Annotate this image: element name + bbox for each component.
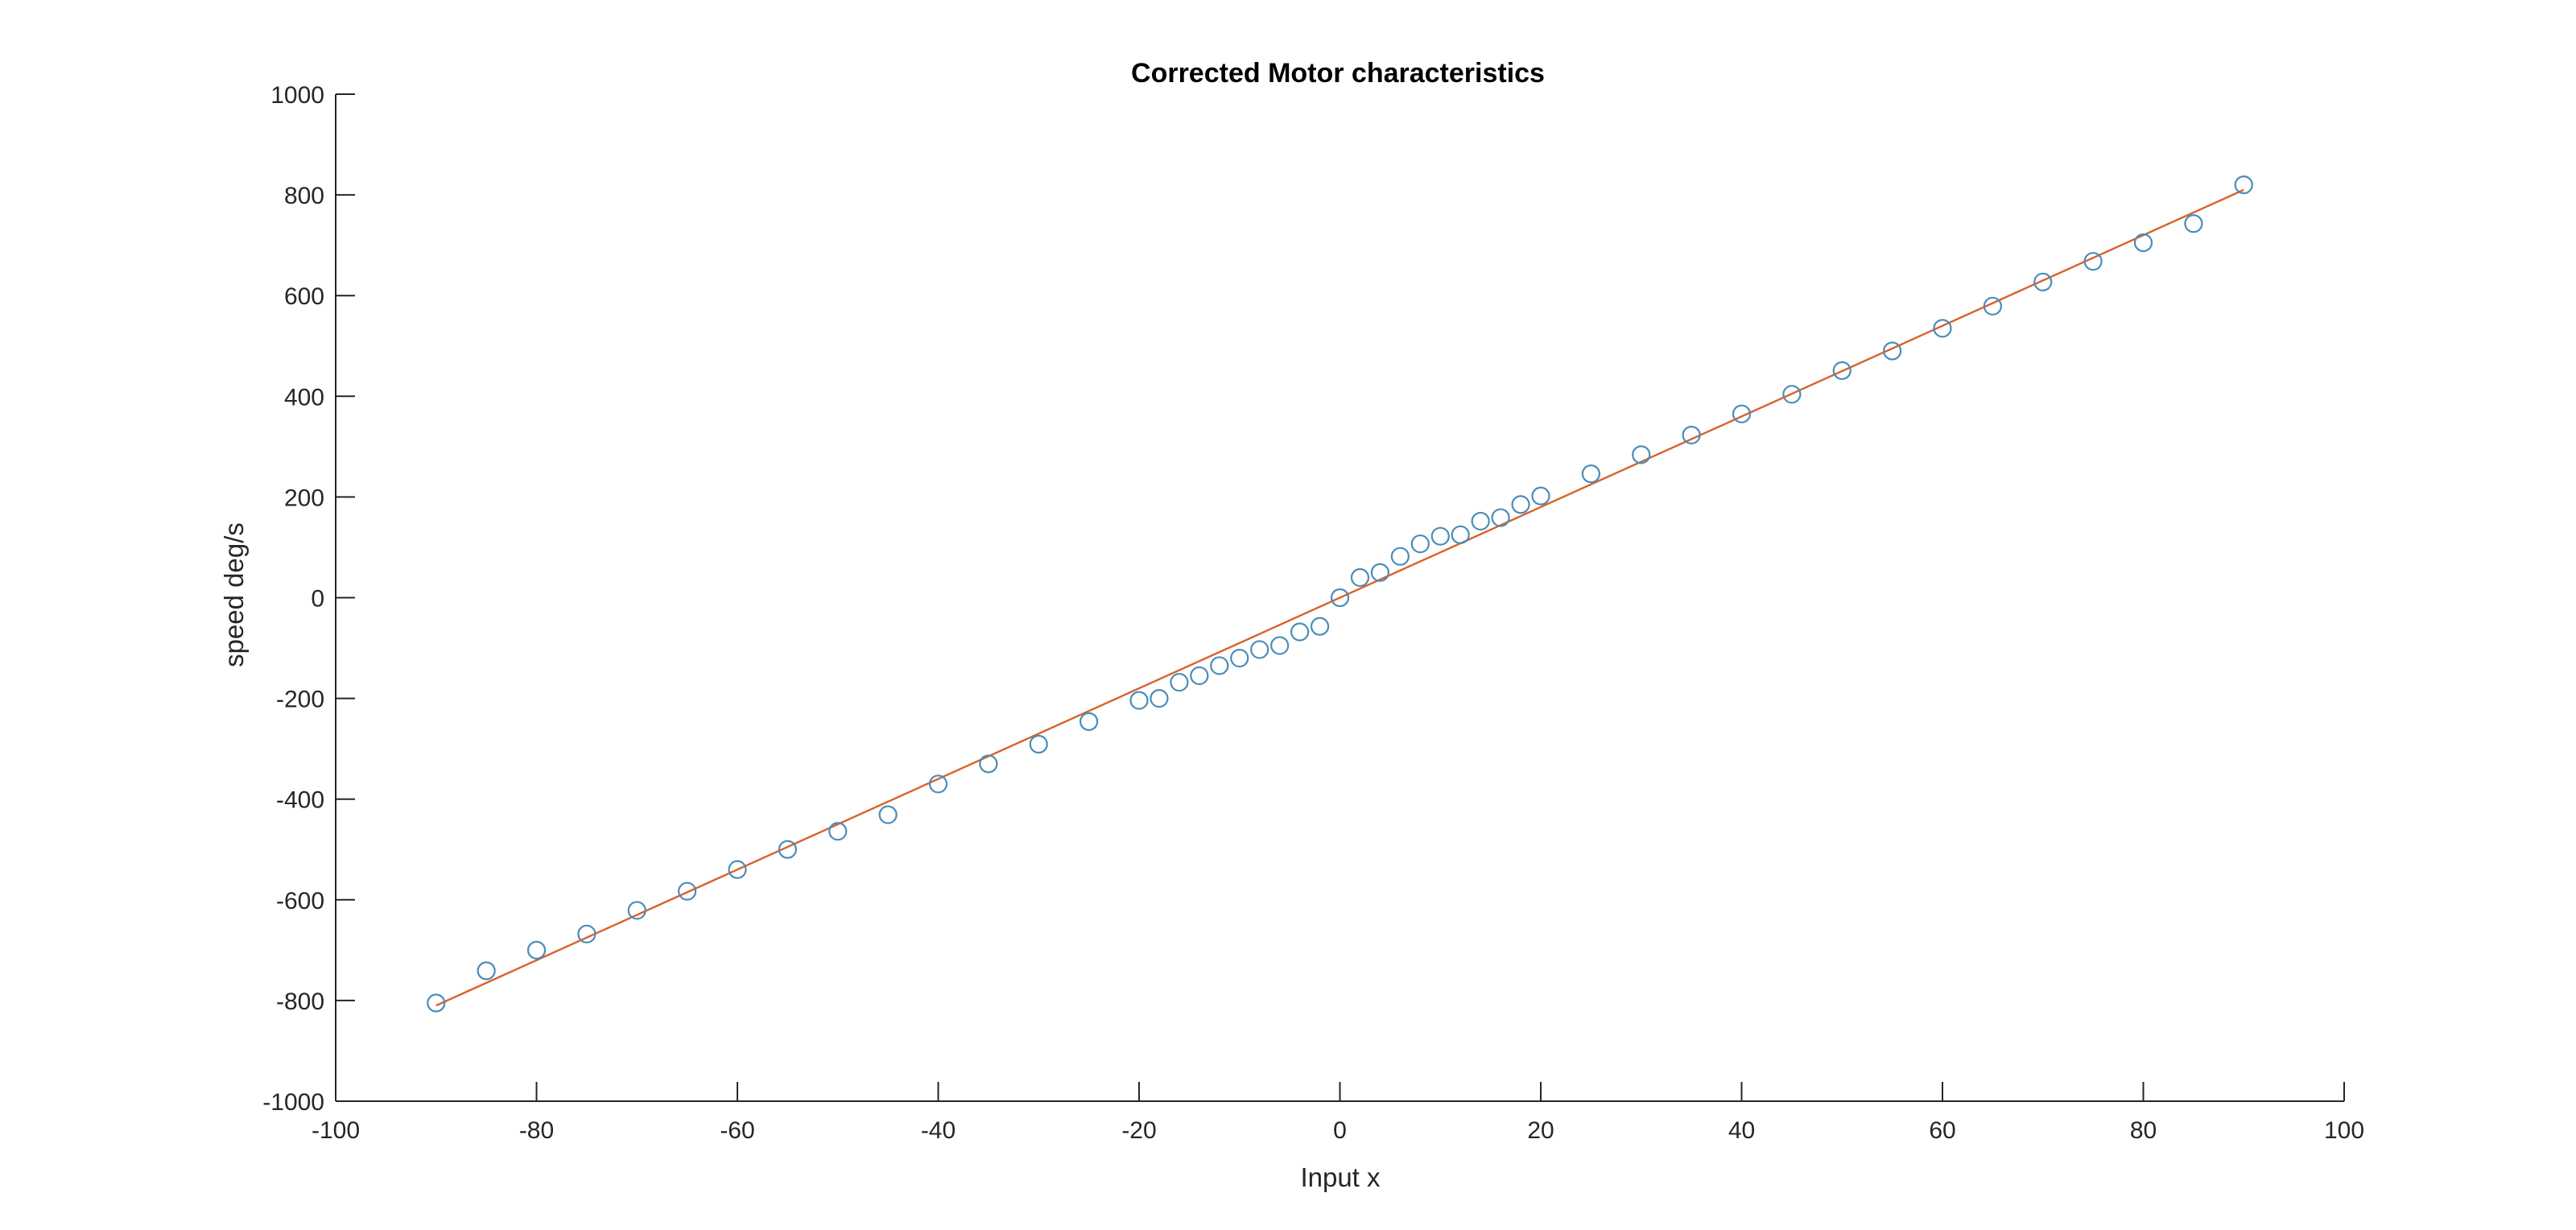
data-point <box>1080 712 1099 731</box>
data-point <box>1270 636 1290 655</box>
x-tick-label: -20 <box>1121 1117 1156 1144</box>
data-point <box>1933 319 1952 338</box>
data-point <box>1210 656 1229 675</box>
data-point <box>1170 672 1189 692</box>
data-point <box>2033 272 2053 291</box>
y-tick-label: -800 <box>276 989 324 1015</box>
x-tick-label: -60 <box>720 1117 754 1144</box>
data-point <box>1471 511 1490 531</box>
data-point <box>1410 534 1430 554</box>
data-point <box>577 924 597 943</box>
x-axis-label: Input x <box>1300 1162 1381 1192</box>
data-point <box>2184 214 2203 233</box>
data-point <box>2083 252 2103 271</box>
data-point <box>1531 486 1550 506</box>
data-point <box>2234 175 2253 195</box>
axes: -100 -80 -60 -40 -20 0 20 40 60 80 100-1000-800-60… <box>262 82 2364 1144</box>
data-point <box>1430 526 1450 546</box>
y-tick-label: 0 <box>311 586 324 613</box>
x-tick-label: 100 <box>2324 1117 2364 1144</box>
data-point <box>1029 734 1048 754</box>
x-tick-label: -100 <box>312 1117 360 1144</box>
data-point <box>728 860 747 879</box>
data-point <box>1782 385 1802 404</box>
data-point <box>1682 425 1701 445</box>
y-tick-label: 400 <box>284 384 324 411</box>
data-point <box>979 754 998 774</box>
y-tick-label: -600 <box>276 888 324 914</box>
y-tick-label: -400 <box>276 787 324 814</box>
y-tick-label: 200 <box>284 485 324 511</box>
data-point <box>1350 568 1370 588</box>
x-tick-label: 20 <box>1527 1117 1554 1144</box>
data-point <box>1330 588 1350 608</box>
data-point <box>1370 563 1390 582</box>
y-tick-label: 600 <box>284 283 324 310</box>
data-points <box>427 175 2253 1013</box>
data-point <box>2133 233 2153 253</box>
y-tick-label: 1000 <box>270 82 324 109</box>
data-point <box>1451 525 1470 544</box>
data-point <box>1310 617 1330 636</box>
data-point <box>1230 648 1249 668</box>
data-point <box>1190 666 1209 686</box>
fit-line <box>436 188 2244 1007</box>
x-tick-label: -40 <box>921 1117 956 1144</box>
data-point <box>1883 341 1902 361</box>
x-tick-label: 60 <box>1929 1117 1955 1144</box>
y-tick-label: -200 <box>276 687 324 713</box>
data-point <box>778 840 797 859</box>
data-point <box>878 805 898 824</box>
data-point <box>1390 547 1410 566</box>
chart-title: Corrected Motor characteristics <box>1131 58 1545 89</box>
data-point <box>477 961 496 980</box>
data-point <box>828 822 848 841</box>
data-point <box>1632 445 1651 464</box>
data-point <box>678 881 697 901</box>
data-point <box>427 993 446 1013</box>
data-point <box>1491 508 1510 527</box>
data-point <box>1511 495 1530 514</box>
data-point <box>1983 296 2002 316</box>
data-point <box>1832 361 1852 380</box>
data-point <box>526 940 547 960</box>
data-point <box>1732 404 1752 423</box>
data-point <box>1150 688 1169 708</box>
data-point <box>627 901 646 920</box>
y-tick-label: -1000 <box>262 1089 324 1116</box>
x-tick-label: -80 <box>519 1117 554 1144</box>
y-axis-label: speed deg/s <box>219 522 249 667</box>
data-point <box>928 774 948 794</box>
x-tick-label: 0 <box>1333 1117 1347 1144</box>
data-point <box>1129 691 1149 710</box>
y-tick-label: 800 <box>284 183 324 209</box>
data-point <box>1290 622 1310 642</box>
x-tick-label: 40 <box>1728 1117 1755 1144</box>
data-point <box>1581 464 1600 484</box>
fit-line-layer <box>436 188 2244 1007</box>
data-point <box>1250 640 1269 659</box>
x-tick-label: 80 <box>2130 1117 2157 1144</box>
